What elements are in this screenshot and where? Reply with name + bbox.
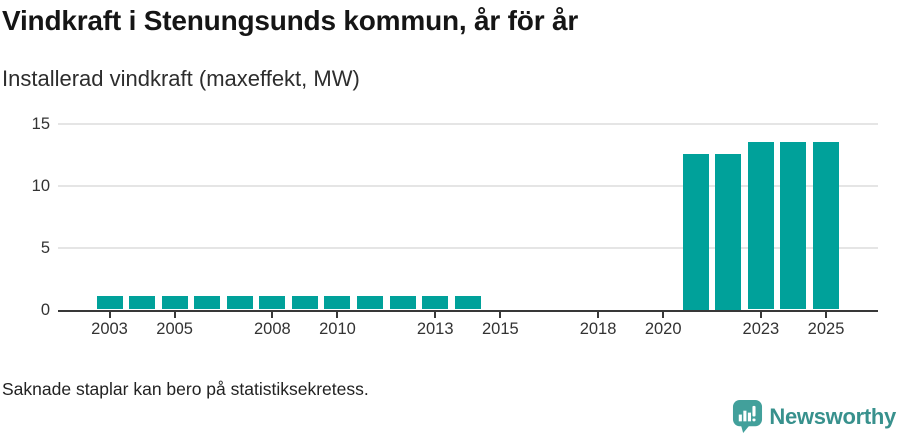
x-axis-tick-2005: [173, 311, 176, 318]
x-axis-tick-label-2018: 2018: [579, 320, 617, 338]
bar-2004: [129, 295, 156, 310]
x-axis-tick-2008: [271, 311, 274, 318]
y-gridline-15: [58, 122, 878, 125]
bar-2008: [259, 295, 286, 310]
x-axis-tick-2020: [662, 311, 665, 318]
y-gridline-5: [58, 246, 878, 249]
x-axis-tick-2003: [108, 311, 111, 318]
y-axis-tick-label-15: 15: [31, 114, 50, 133]
footnote: Saknade staplar kan bero på statistiksek…: [2, 379, 369, 399]
bar-2023: [747, 141, 774, 310]
x-axis-tick-2015: [499, 311, 502, 318]
y-axis-tick-label-0: 0: [40, 301, 50, 319]
newsworthy-brand-text: Newsworthy: [769, 403, 896, 429]
x-axis-tick-label-2008: 2008: [253, 320, 291, 338]
bar-2013: [422, 295, 449, 310]
bar-2022: [715, 154, 742, 310]
x-axis-tick-label-2020: 2020: [644, 320, 682, 338]
bar-2003: [96, 295, 123, 310]
x-axis-tick-label-2005: 2005: [156, 320, 193, 338]
chart-subtitle: Installerad vindkraft (maxeffekt, MW): [2, 66, 360, 91]
bar-2009: [291, 295, 318, 310]
newsworthy-speech-bubble-chart-icon: [733, 400, 763, 433]
chart-title: Vindkraft i Stenungsunds kommun, år för …: [2, 5, 579, 36]
y-gridline-10: [58, 184, 878, 187]
newsworthy-logo: Newsworthy: [732, 399, 896, 434]
bar-2006: [194, 295, 221, 310]
x-axis-tick-label-2015: 2015: [481, 320, 519, 338]
y-axis-tick-label-10: 10: [31, 176, 50, 195]
bar-2021: [682, 154, 709, 310]
x-axis-tick-2018: [597, 311, 600, 318]
x-axis-tick-2013: [434, 311, 437, 318]
bar-2012: [389, 295, 416, 310]
x-axis-line: [58, 309, 878, 312]
bar-2007: [226, 295, 253, 310]
bar-2010: [324, 295, 351, 310]
x-axis-tick-label-2003: 2003: [91, 320, 128, 338]
bar-2024: [780, 141, 807, 310]
x-axis-tick-label-2010: 2010: [319, 320, 356, 338]
x-axis-tick-2025: [825, 311, 828, 318]
y-axis-tick-label-5: 5: [40, 238, 50, 257]
x-axis-tick-label-2013: 2013: [416, 320, 454, 338]
x-axis-tick-2023: [759, 311, 762, 318]
bar-2005: [161, 295, 188, 310]
x-axis-tick-label-2023: 2023: [742, 320, 780, 338]
x-axis-tick-2010: [336, 311, 339, 318]
bar-2014: [454, 295, 481, 310]
bar-2011: [357, 295, 384, 310]
bar-2025: [813, 141, 840, 310]
x-axis-tick-label-2025: 2025: [807, 320, 845, 338]
